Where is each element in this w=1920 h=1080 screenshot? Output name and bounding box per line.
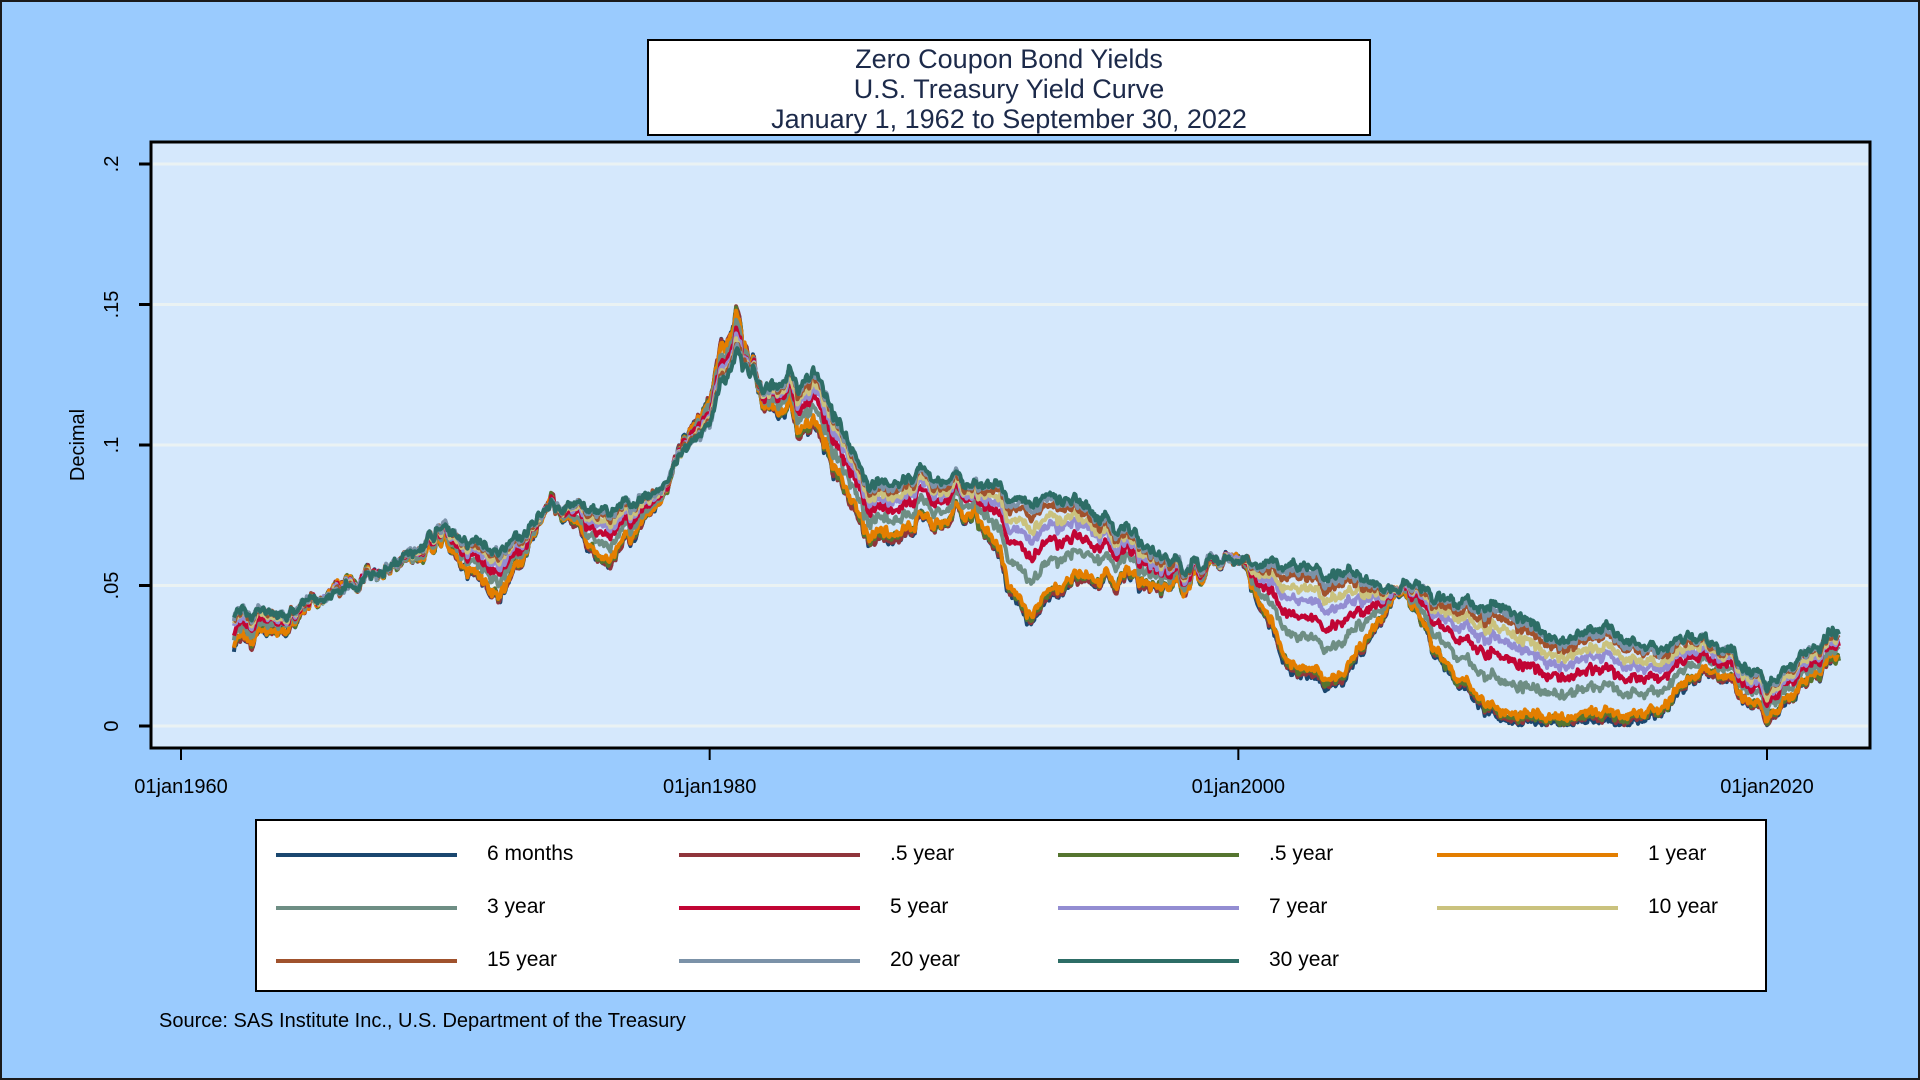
chart-title: Zero Coupon Bond Yields (855, 44, 1163, 74)
legend: 6 months .5 year .5 year 1 year 3 year 5 year… (255, 819, 1767, 992)
legend-swatch (1058, 906, 1239, 910)
series-line-3-year-4 (231, 317, 1841, 716)
series-line-1-year-3 (231, 308, 1840, 724)
legend-label: 20 year (890, 948, 961, 971)
legend-label: 6 months (487, 842, 574, 865)
y-tick-label: .05 (101, 572, 123, 600)
x-tick-label: 01jan1960 (134, 776, 227, 798)
legend-swatch (1437, 906, 1618, 910)
x-tick-label: 01jan1980 (663, 776, 756, 798)
legend-label: 3 year (487, 895, 546, 918)
x-tick-label: 01jan2000 (1192, 776, 1285, 798)
series-line-20-year-9 (231, 342, 1841, 694)
legend-swatch (276, 906, 457, 910)
series-line-30-year-10 (232, 346, 1841, 694)
legend-swatch (1437, 853, 1618, 857)
chart-subtitle: U.S. Treasury Yield Curve (853, 74, 1165, 104)
legend-label: 15 year (487, 948, 558, 971)
y-tick-label: .1 (101, 437, 123, 454)
legend-label: 30 year (1269, 948, 1340, 971)
y-axis-title: Decimal (67, 409, 89, 481)
legend-label: 7 year (1269, 895, 1328, 918)
legend-swatch (679, 853, 860, 857)
legend-swatch (1058, 853, 1239, 857)
legend-label: .5 year (890, 842, 955, 865)
legend-swatch (679, 959, 860, 963)
x-tick-label: 01jan2020 (1720, 776, 1813, 798)
y-tick-label: .2 (101, 156, 123, 173)
legend-label: 10 year (1648, 895, 1719, 918)
legend-swatch (276, 959, 457, 963)
chart-date-range: January 1, 1962 to September 30, 2022 (771, 104, 1247, 134)
legend-label: 5 year (890, 895, 949, 918)
legend-swatch (276, 853, 457, 857)
legend-swatch (1058, 959, 1239, 963)
chart-title-box: Zero Coupon Bond Yields U.S. Treasury Yi… (647, 39, 1371, 136)
legend-label: 1 year (1648, 842, 1707, 865)
y-tick-label: 0 (101, 720, 123, 731)
legend-swatch (679, 906, 860, 910)
y-tick-label: .15 (101, 291, 123, 319)
source-note: Source: SAS Institute Inc., U.S. Departm… (159, 1010, 686, 1032)
legend-label: .5 year (1269, 842, 1334, 865)
